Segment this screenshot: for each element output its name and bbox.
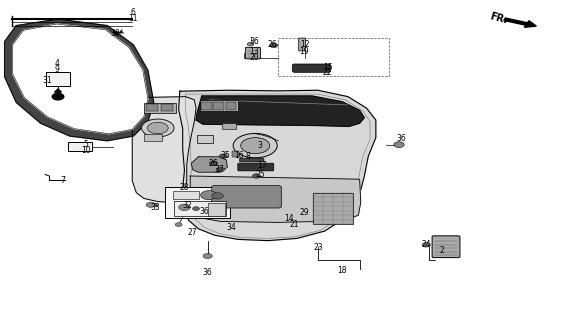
FancyBboxPatch shape xyxy=(240,158,264,162)
Text: 11: 11 xyxy=(129,14,138,23)
Circle shape xyxy=(142,119,174,137)
Text: 34: 34 xyxy=(226,223,235,232)
Text: 20: 20 xyxy=(249,53,259,62)
Bar xyxy=(213,102,224,110)
Circle shape xyxy=(247,42,254,46)
Text: 15: 15 xyxy=(323,63,332,72)
Text: 4: 4 xyxy=(55,60,59,68)
Bar xyxy=(165,187,230,218)
Text: 37: 37 xyxy=(215,165,224,174)
Bar xyxy=(208,203,225,216)
Bar xyxy=(146,104,158,111)
Bar xyxy=(144,103,176,113)
Bar xyxy=(144,134,162,141)
Text: 21: 21 xyxy=(290,220,299,229)
Polygon shape xyxy=(13,24,148,134)
Circle shape xyxy=(193,207,200,211)
Circle shape xyxy=(241,138,270,154)
FancyBboxPatch shape xyxy=(212,186,281,208)
Text: 24: 24 xyxy=(422,240,431,249)
Polygon shape xyxy=(5,19,154,141)
Bar xyxy=(278,38,389,76)
Circle shape xyxy=(212,193,223,199)
Bar xyxy=(200,100,238,111)
Text: 36: 36 xyxy=(397,134,406,143)
Bar xyxy=(197,135,213,143)
Text: FR.: FR. xyxy=(488,12,508,26)
Text: 16: 16 xyxy=(234,151,244,160)
Text: 29: 29 xyxy=(300,208,309,217)
Text: 18: 18 xyxy=(338,266,347,275)
FancyBboxPatch shape xyxy=(432,236,460,258)
Text: 5: 5 xyxy=(84,140,88,149)
Text: 36: 36 xyxy=(203,268,212,277)
Polygon shape xyxy=(46,72,70,86)
Bar xyxy=(313,193,353,224)
Text: 36: 36 xyxy=(200,207,209,216)
Circle shape xyxy=(209,161,218,165)
Text: 25: 25 xyxy=(255,170,264,179)
Circle shape xyxy=(146,202,155,207)
Bar xyxy=(201,102,212,110)
Circle shape xyxy=(394,142,404,148)
Text: 17: 17 xyxy=(258,161,267,170)
Text: 14: 14 xyxy=(284,214,293,223)
Polygon shape xyxy=(196,96,364,126)
Text: 3: 3 xyxy=(258,141,262,150)
Polygon shape xyxy=(132,97,196,202)
Text: 10: 10 xyxy=(81,146,90,155)
Text: 27: 27 xyxy=(188,228,197,237)
FancyBboxPatch shape xyxy=(299,38,306,51)
Circle shape xyxy=(179,204,190,211)
Text: 32: 32 xyxy=(182,201,191,210)
Bar xyxy=(174,201,226,216)
Circle shape xyxy=(216,167,224,172)
Bar xyxy=(226,102,236,110)
Text: 22: 22 xyxy=(323,68,332,77)
Text: 26: 26 xyxy=(209,159,218,168)
Polygon shape xyxy=(190,176,361,222)
Circle shape xyxy=(252,174,260,178)
Circle shape xyxy=(233,133,277,158)
Text: 36: 36 xyxy=(249,37,259,46)
FancyBboxPatch shape xyxy=(238,163,274,171)
Circle shape xyxy=(219,154,227,158)
Polygon shape xyxy=(191,157,227,172)
Polygon shape xyxy=(55,89,61,92)
Text: 26: 26 xyxy=(268,40,277,49)
Text: 31: 31 xyxy=(43,76,52,85)
Circle shape xyxy=(201,191,217,200)
Text: 30: 30 xyxy=(110,29,119,38)
FancyArrow shape xyxy=(504,18,536,27)
Circle shape xyxy=(52,93,64,100)
Text: 19: 19 xyxy=(300,47,309,56)
Bar xyxy=(173,191,199,199)
Circle shape xyxy=(203,253,212,259)
Text: 8: 8 xyxy=(246,152,251,161)
Bar xyxy=(161,104,173,111)
Text: 7: 7 xyxy=(60,176,65,185)
Polygon shape xyxy=(113,32,119,35)
FancyBboxPatch shape xyxy=(292,64,331,72)
Circle shape xyxy=(175,223,182,227)
Circle shape xyxy=(422,243,430,247)
Text: 6: 6 xyxy=(131,8,136,17)
Text: 12: 12 xyxy=(300,40,309,49)
Text: 2: 2 xyxy=(440,246,444,255)
Circle shape xyxy=(147,122,168,134)
Text: 33: 33 xyxy=(151,203,160,212)
FancyBboxPatch shape xyxy=(245,47,260,59)
Bar xyxy=(222,123,236,129)
Text: 23: 23 xyxy=(313,243,322,252)
Text: 13: 13 xyxy=(249,47,259,56)
Text: 35: 35 xyxy=(220,151,230,160)
Text: 28: 28 xyxy=(180,183,189,192)
Circle shape xyxy=(270,43,278,48)
Text: 9: 9 xyxy=(55,65,59,74)
FancyBboxPatch shape xyxy=(68,142,92,151)
Bar xyxy=(232,151,239,157)
Polygon shape xyxy=(179,90,376,241)
